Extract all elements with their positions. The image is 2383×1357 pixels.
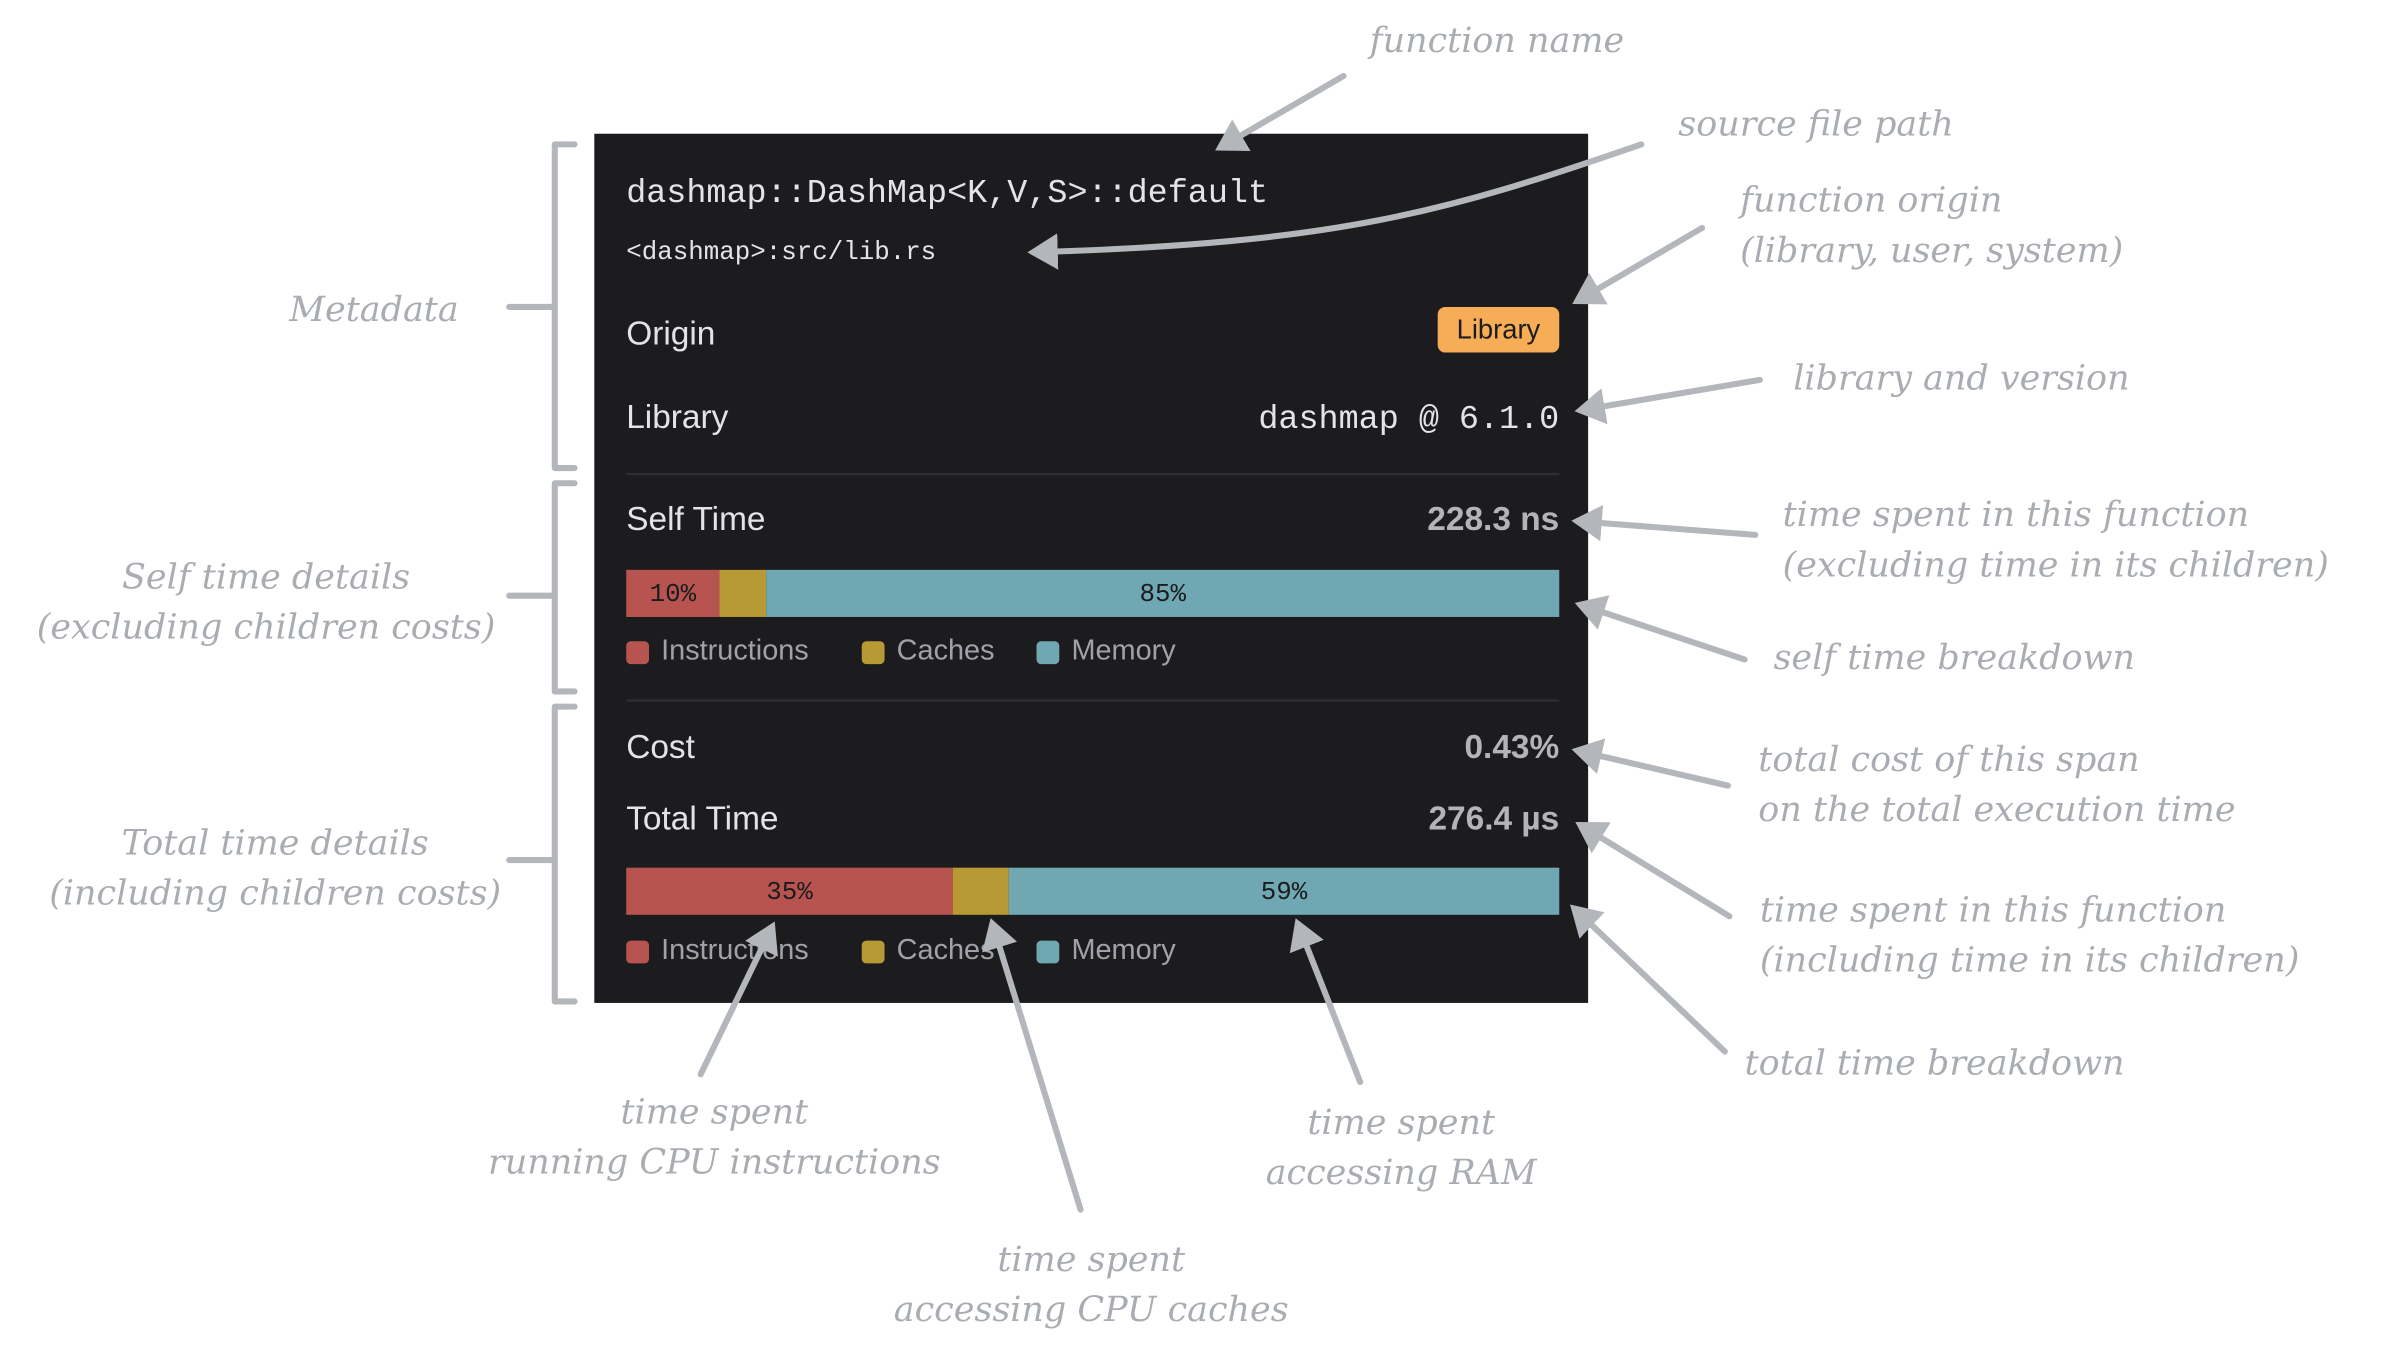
legend-label: Instructions: [661, 635, 809, 667]
annotation: running CPU instructions: [488, 1143, 941, 1183]
annotation: (library, user, system): [1740, 231, 2123, 271]
arrow: [1027, 141, 1645, 270]
legend-label: Caches: [897, 635, 995, 667]
bracket: [506, 480, 578, 695]
arrow: [1289, 918, 1364, 1085]
breakdown-segment: [952, 867, 1009, 915]
arrow: [1571, 738, 1731, 789]
arrow: [1574, 595, 1748, 663]
annotation: function origin: [1737, 181, 2002, 221]
arrow: [1570, 904, 1728, 1055]
bracket: [506, 141, 578, 472]
annotation: time spent: [1307, 1103, 1496, 1143]
self-time-label: Self Time: [626, 501, 765, 538]
annotation: accessing CPU caches: [894, 1290, 1289, 1330]
arrow: [1572, 224, 1706, 305]
annotation: library and version: [1793, 358, 2129, 398]
breakdown-segment: [626, 569, 720, 617]
legend-label: Memory: [1071, 934, 1176, 966]
annotation: time spent in this function: [1760, 890, 2227, 930]
annotation: time spent: [621, 1092, 810, 1132]
arrow: [1575, 821, 1733, 920]
panel-background: [594, 133, 1589, 1003]
origin-label: Origin: [626, 316, 715, 353]
annotation: total cost of this span: [1758, 740, 2139, 780]
arrow: [1574, 376, 1763, 425]
annotation: total time breakdown: [1745, 1044, 2125, 1084]
annotation: Metadata: [288, 290, 458, 330]
segment-label: 85%: [1139, 579, 1186, 609]
self-time-value: 228.3 ns: [1427, 501, 1559, 538]
arrow: [697, 921, 778, 1078]
arrow: [1215, 72, 1347, 151]
legend-swatch: [1036, 641, 1060, 665]
library-label: Library: [626, 399, 728, 436]
annotation: source file path: [1678, 105, 1954, 145]
annotation: function name: [1367, 21, 1625, 61]
arrow: [982, 918, 1084, 1213]
annotation: (including time in its children): [1760, 940, 2300, 980]
annotation: Self time details: [122, 557, 410, 597]
breakdown-segment: [766, 569, 1560, 617]
legend-label: Instructions: [661, 934, 809, 966]
bracket: [506, 703, 578, 1005]
annotation: self time breakdown: [1774, 638, 2136, 678]
cost-label: Cost: [626, 729, 695, 766]
source-path: <dashmap>:src/lib.rs: [626, 237, 936, 267]
legend-swatch: [626, 641, 650, 665]
legend-swatch: [861, 641, 885, 665]
annotation: accessing RAM: [1266, 1153, 1538, 1193]
legend-label: Caches: [897, 934, 995, 966]
annotation: time spent: [997, 1240, 1186, 1280]
annotations: function name source file path function …: [37, 21, 2329, 1330]
breakdown-segment: [719, 569, 767, 617]
function-name: dashmap::DashMap<K,V,S>::default: [626, 175, 1268, 213]
legend-swatch: [1036, 940, 1060, 964]
arrow: [1571, 504, 1759, 542]
total-time-label: Total Time: [626, 800, 778, 837]
annotation: Total time details: [122, 823, 429, 863]
annotation: (excluding time in its children): [1783, 545, 2329, 585]
origin-badge: [1437, 306, 1560, 353]
breakdown-segment: [1008, 867, 1560, 915]
legend-swatch: [626, 940, 650, 964]
breakdown-segment: [626, 867, 953, 915]
total-time-value: 276.4 µs: [1428, 800, 1559, 837]
annotation: on the total execution time: [1758, 790, 2235, 830]
annotation: (excluding children costs): [37, 608, 496, 648]
cost-value: 0.43%: [1464, 729, 1559, 766]
legend-label: Memory: [1071, 635, 1176, 667]
annotation: (including children costs): [49, 874, 501, 914]
library-value: dashmap @ 6.1.0: [1258, 401, 1559, 439]
segment-label: 59%: [1261, 877, 1308, 907]
segment-label: 10%: [650, 579, 697, 609]
annotation: time spent in this function: [1783, 495, 2250, 535]
legend-swatch: [861, 940, 885, 964]
function-panel: dashmap::DashMap<K,V,S>::default <dashma…: [594, 133, 1589, 1003]
segment-label: 35%: [766, 877, 813, 907]
origin-badge-text: Library: [1457, 313, 1541, 344]
